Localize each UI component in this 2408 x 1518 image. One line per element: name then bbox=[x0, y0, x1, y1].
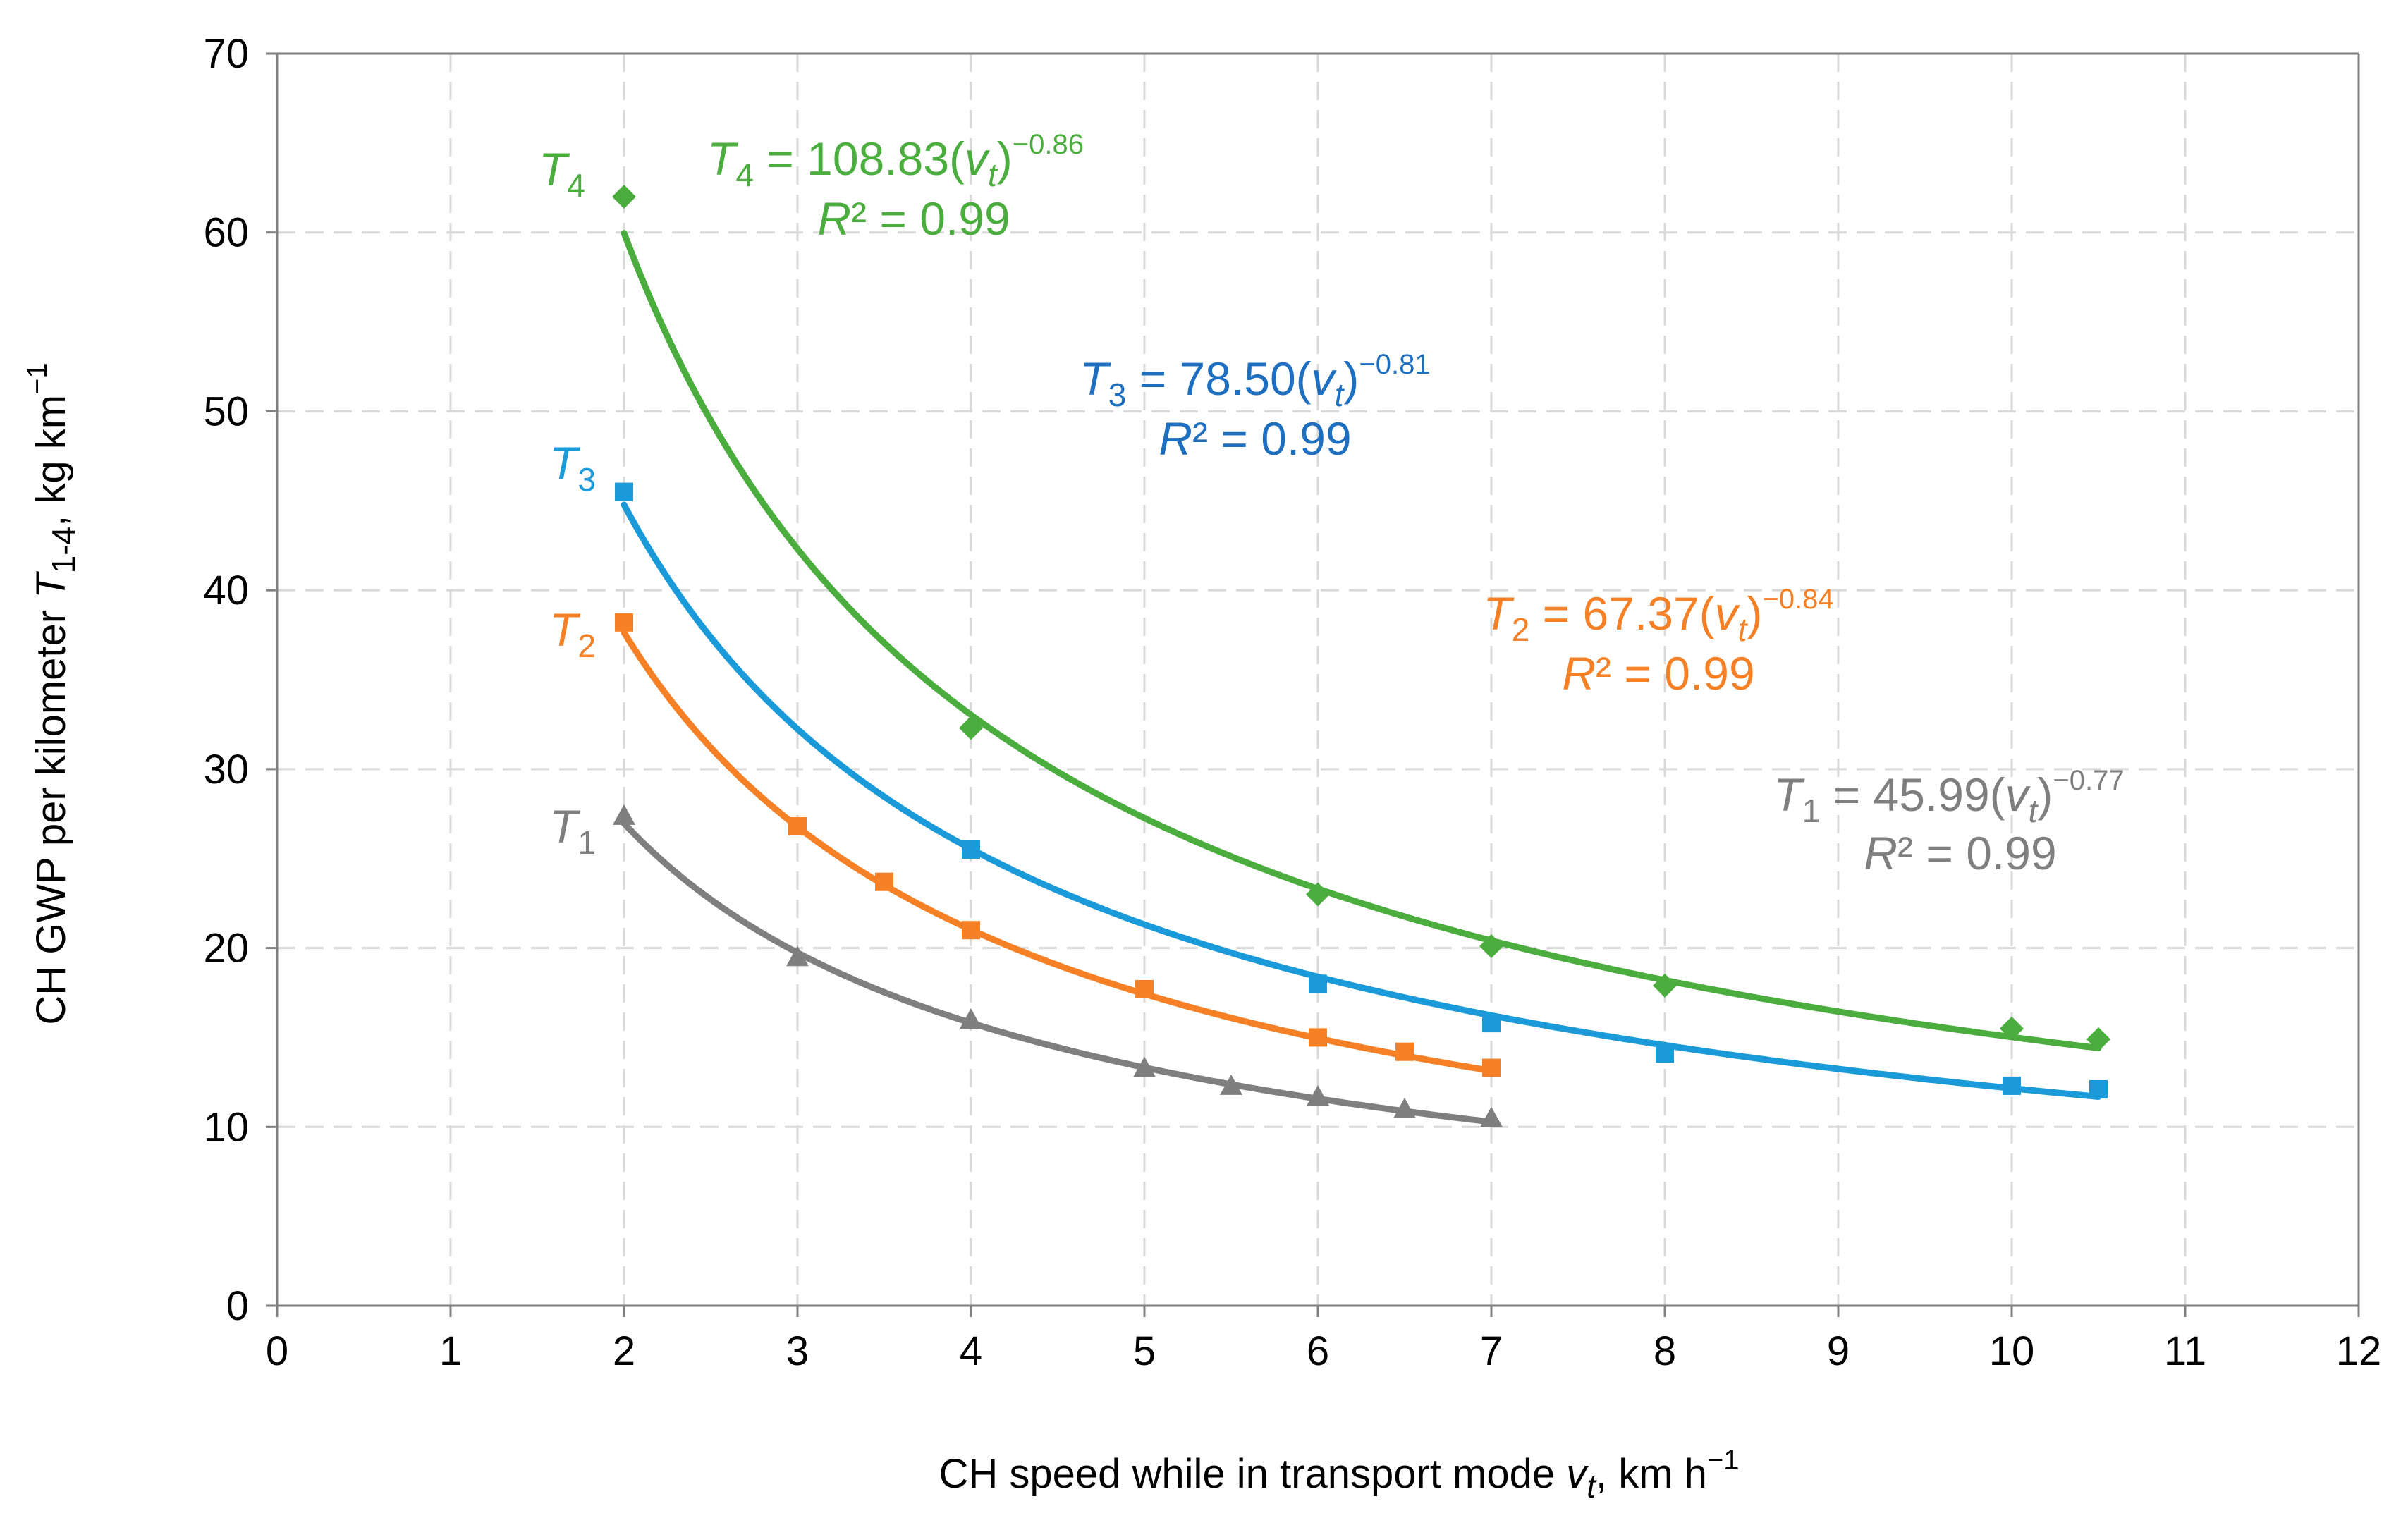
y-tick-label: 0 bbox=[226, 1283, 249, 1329]
point-t1 bbox=[613, 804, 635, 825]
point-t4 bbox=[2086, 1027, 2110, 1051]
equation-t4: T4 = 108.83(vt)−0.86 bbox=[707, 129, 1084, 193]
fit-curve-t1 bbox=[621, 820, 1495, 1125]
point-t4 bbox=[1479, 934, 1503, 959]
y-axis-title: CH GWP per kilometer T1-4, kg km−1 bbox=[22, 362, 82, 1024]
point-t2 bbox=[875, 872, 893, 891]
fit-curve-t4 bbox=[621, 230, 2102, 1051]
point-t1 bbox=[1220, 1074, 1242, 1095]
point-t3 bbox=[1482, 1014, 1501, 1033]
point-t2 bbox=[962, 921, 980, 940]
point-t1 bbox=[1133, 1056, 1156, 1077]
fit-curve-t2 bbox=[621, 629, 1495, 1075]
y-tick-label: 50 bbox=[203, 388, 249, 434]
axes bbox=[266, 52, 2360, 1317]
point-t3 bbox=[615, 482, 633, 501]
x-tick-labels: 0 1 2 3 4 5 6 7 8 9 10 11 12 bbox=[266, 1328, 2381, 1374]
x-tick-label: 11 bbox=[2164, 1328, 2206, 1374]
point-t2 bbox=[1395, 1042, 1414, 1061]
point-t1 bbox=[1480, 1106, 1503, 1127]
x-tick-label: 5 bbox=[1133, 1328, 1156, 1374]
equation-t3: T3 = 78.50(vt)−0.81 bbox=[1080, 349, 1430, 413]
series-label-t4: T4 bbox=[539, 143, 585, 204]
r-squared-t3: R² = 0.99 bbox=[1159, 412, 1351, 465]
x-tick-label: 12 bbox=[2336, 1328, 2382, 1374]
x-tick-label: 7 bbox=[1480, 1328, 1503, 1374]
equation-t2: T2 = 67.37(vt)−0.84 bbox=[1483, 584, 1833, 648]
x-tick-label: 6 bbox=[1307, 1328, 1329, 1374]
y-tick-label: 30 bbox=[203, 747, 249, 792]
y-tick-labels: 0 10 20 30 40 50 60 70 bbox=[203, 31, 249, 1329]
point-t4 bbox=[1653, 973, 1677, 998]
point-t1 bbox=[960, 1008, 982, 1029]
point-t3 bbox=[962, 840, 980, 859]
x-tick-label: 3 bbox=[786, 1328, 809, 1374]
y-tick-label: 10 bbox=[203, 1104, 249, 1150]
r-squared-t4: R² = 0.99 bbox=[817, 192, 1010, 245]
point-t1 bbox=[1307, 1085, 1329, 1106]
point-t3 bbox=[1656, 1044, 1674, 1063]
point-t2 bbox=[615, 613, 633, 632]
series-label-t2: T2 bbox=[549, 604, 596, 664]
point-t1 bbox=[1393, 1097, 1416, 1118]
x-tick-label: 0 bbox=[266, 1328, 288, 1374]
y-tick-label: 40 bbox=[203, 568, 249, 613]
point-t4 bbox=[2000, 1016, 2024, 1041]
x-tick-label: 1 bbox=[439, 1328, 462, 1374]
x-tick-label: 9 bbox=[1827, 1328, 1850, 1374]
series-label-t3: T3 bbox=[549, 437, 596, 498]
r-squared-t1: R² = 0.99 bbox=[1864, 827, 2056, 879]
fit-curves bbox=[621, 230, 2102, 1125]
series-label-t1: T1 bbox=[549, 800, 596, 861]
equation-t1: T1 = 45.99(vt)−0.77 bbox=[1773, 765, 2124, 829]
y-tick-label: 20 bbox=[203, 926, 249, 972]
point-t4 bbox=[1306, 882, 1330, 907]
point-t3 bbox=[2089, 1080, 2108, 1099]
fit-curve-t3 bbox=[621, 501, 2102, 1100]
point-t2 bbox=[1482, 1058, 1501, 1077]
r-squared-t2: R² = 0.99 bbox=[1562, 647, 1754, 699]
y-tick-label: 60 bbox=[203, 210, 249, 256]
x-tick-label: 8 bbox=[1654, 1328, 1676, 1374]
point-t2 bbox=[1135, 979, 1154, 998]
y-tick-label: 70 bbox=[203, 31, 249, 77]
point-t1 bbox=[786, 945, 809, 967]
x-axis-title: CH speed while in transport mode vt, km … bbox=[939, 1445, 1739, 1505]
data-markers bbox=[612, 184, 2110, 1127]
axis-titles: CH speed while in transport mode vt, km … bbox=[22, 362, 1740, 1505]
x-tick-label: 10 bbox=[1989, 1328, 2035, 1374]
x-tick-label: 4 bbox=[960, 1328, 982, 1374]
point-t2 bbox=[788, 817, 807, 836]
point-t4 bbox=[959, 716, 983, 740]
point-t4 bbox=[612, 184, 636, 209]
x-tick-label: 2 bbox=[613, 1328, 635, 1374]
point-t2 bbox=[1309, 1028, 1327, 1047]
point-t3 bbox=[2003, 1076, 2021, 1095]
point-t3 bbox=[1309, 974, 1327, 993]
gridlines bbox=[277, 54, 2359, 1306]
